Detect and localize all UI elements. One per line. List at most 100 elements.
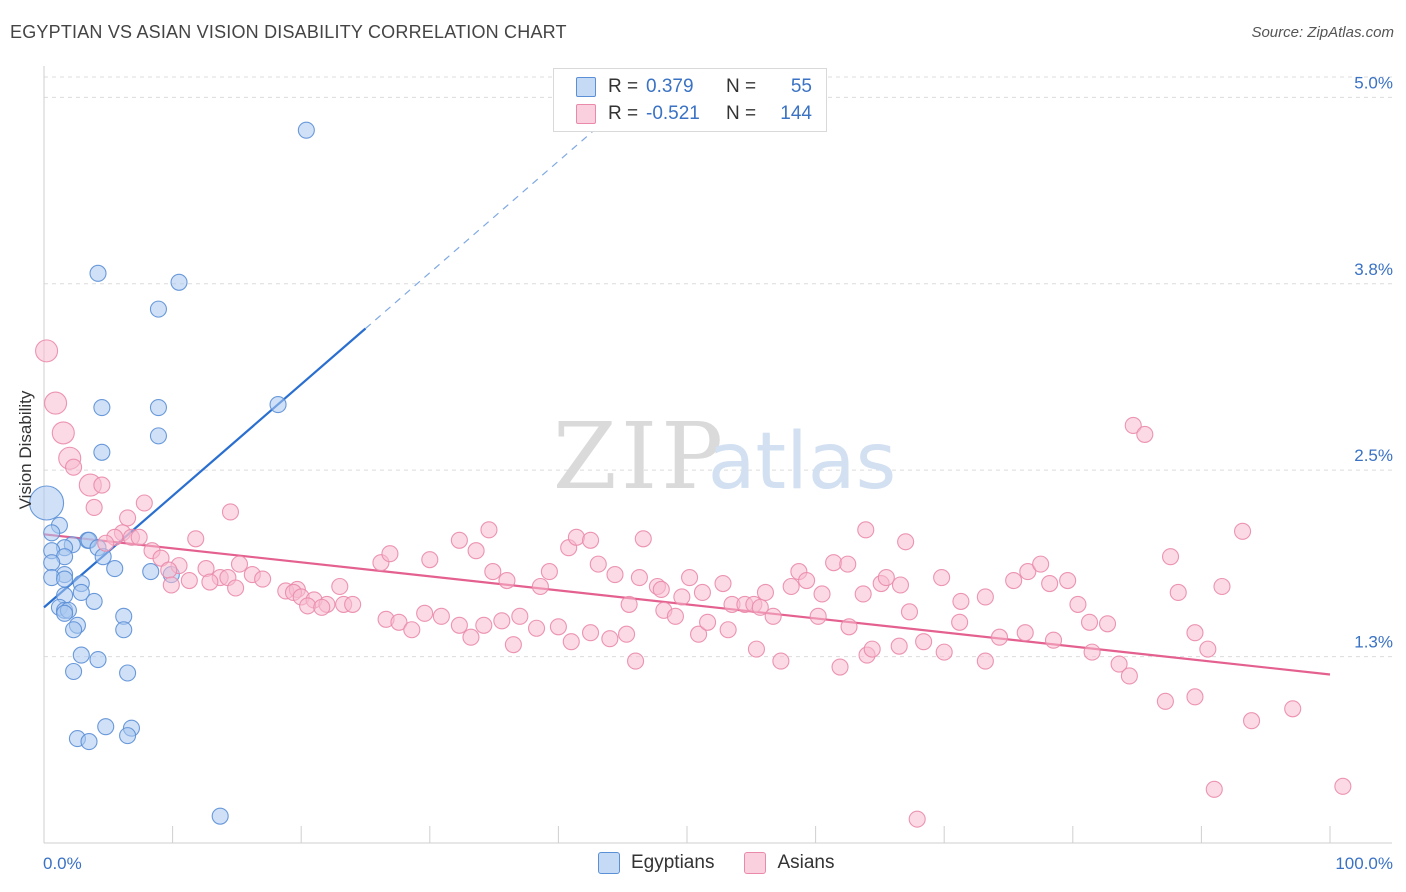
- asian-point: [44, 391, 68, 415]
- asian-point: [313, 598, 331, 616]
- asian-point: [344, 595, 362, 613]
- asian-point: [854, 585, 872, 603]
- asian-point: [381, 545, 399, 563]
- egyptian-point: [93, 399, 111, 417]
- legend-row-egyptians: R = 0.379 N = 55: [554, 73, 826, 101]
- asian-point: [390, 613, 408, 631]
- asians-legend-label: Asians: [777, 852, 835, 873]
- asian-point: [35, 339, 59, 363]
- asian-point: [990, 628, 1009, 646]
- egyptian-point: [29, 485, 65, 521]
- asian-point: [673, 588, 691, 606]
- asian-point: [951, 613, 969, 631]
- asian-point: [160, 561, 178, 579]
- asian-point: [751, 598, 769, 616]
- asian-point: [1019, 563, 1037, 581]
- asian-point: [1059, 571, 1077, 590]
- asian-point: [201, 573, 219, 591]
- asian-point: [890, 637, 908, 655]
- asian-point: [403, 621, 421, 639]
- egyptian-point: [72, 646, 90, 664]
- asian-point: [498, 571, 516, 590]
- asian-point: [1120, 667, 1138, 685]
- egyptian-point: [89, 264, 107, 282]
- egyptian-point: [106, 560, 124, 578]
- egyptian-point: [115, 621, 133, 639]
- egyptian-point: [142, 563, 160, 581]
- asian-point: [891, 576, 910, 594]
- r-value: -0.521: [646, 103, 700, 124]
- asian-point: [1005, 571, 1023, 590]
- asian-point: [693, 583, 711, 602]
- asian-point: [504, 636, 522, 654]
- asian-point: [450, 616, 468, 634]
- asian-point: [840, 618, 858, 636]
- asian-point: [606, 566, 624, 584]
- asian-point: [421, 551, 439, 569]
- asian-point: [1205, 780, 1223, 798]
- asian-point: [690, 625, 708, 643]
- egyptian-point: [89, 651, 107, 669]
- asian-point: [130, 528, 148, 546]
- asian-point: [666, 607, 684, 625]
- asian-point: [782, 577, 800, 596]
- asian-point: [65, 458, 83, 476]
- r-label: R =: [608, 103, 639, 124]
- asian-point: [1186, 624, 1204, 642]
- asian-point: [863, 640, 881, 658]
- asian-point: [652, 580, 670, 599]
- n-value: 55: [790, 76, 812, 97]
- chart-title: EGYPTIAN VS ASIAN VISION DISABILITY CORR…: [10, 22, 567, 42]
- asian-point: [719, 621, 737, 639]
- egyptian-point: [93, 443, 111, 461]
- asian-point: [511, 607, 529, 625]
- x-tick-label: 100.0%: [1335, 854, 1393, 873]
- legend-row-asians: R = -0.521 N = 144: [554, 100, 826, 128]
- asian-point: [480, 521, 498, 539]
- asian-point: [1110, 655, 1128, 673]
- asian-point: [562, 633, 580, 651]
- egyptian-point: [149, 300, 168, 318]
- asian-point: [831, 658, 849, 676]
- asian-point: [764, 607, 782, 625]
- asian-point: [1213, 577, 1231, 596]
- asian-point: [877, 569, 895, 587]
- n-label: N =: [726, 103, 757, 124]
- asian-point: [1284, 700, 1302, 718]
- asian-point: [85, 498, 103, 517]
- asian-point: [1161, 548, 1180, 566]
- asian-point: [1041, 574, 1059, 593]
- asian-point: [589, 555, 607, 573]
- egyptian-point: [56, 604, 74, 622]
- asian-point: [567, 528, 585, 546]
- correlation-legend: R = 0.379 N = 55 R = -0.521 N = 144: [553, 68, 827, 132]
- asian-point: [549, 618, 567, 636]
- n-value: 144: [780, 103, 812, 124]
- legend-item-asians[interactable]: Asians: [744, 852, 834, 874]
- asian-point: [618, 625, 636, 643]
- asian-point: [1080, 613, 1099, 631]
- egyptian-point: [65, 662, 83, 681]
- asian-point: [493, 612, 511, 630]
- egyptians-legend-label: Egyptians: [631, 852, 715, 873]
- y-tick-label: 5.0%: [1354, 73, 1393, 92]
- asian-point: [809, 607, 827, 625]
- asian-point: [432, 607, 450, 625]
- asian-point: [1016, 624, 1034, 642]
- asian-point: [581, 531, 600, 549]
- asian-point: [531, 577, 549, 596]
- asian-point: [152, 549, 170, 567]
- asian-point: [839, 555, 857, 573]
- legend-item-egyptians[interactable]: Egyptians: [598, 852, 714, 874]
- asian-point: [221, 503, 240, 521]
- asian-point: [897, 533, 915, 551]
- asian-point: [97, 534, 115, 552]
- asian-point: [527, 619, 546, 637]
- asian-point: [857, 521, 875, 539]
- asian-point: [1169, 583, 1187, 602]
- asian-point: [747, 640, 765, 658]
- egyptian-point: [43, 554, 61, 572]
- asian-point: [1124, 416, 1142, 434]
- egyptian-point: [65, 621, 83, 639]
